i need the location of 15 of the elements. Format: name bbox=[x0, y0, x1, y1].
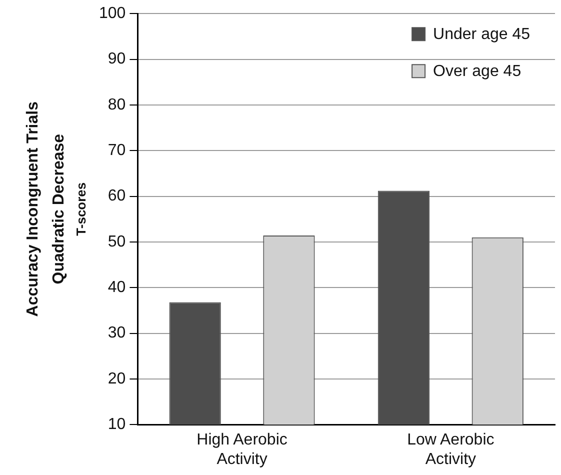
y-tick-label: 100 bbox=[98, 5, 126, 22]
y-tick-label: 90 bbox=[108, 50, 126, 68]
y-tick-label: 50 bbox=[108, 233, 126, 250]
y-tick-label: 70 bbox=[108, 142, 126, 160]
y-tick-label: 10 bbox=[108, 416, 126, 434]
y-tick-label: 40 bbox=[108, 279, 126, 296]
y-axis-title: Accuracy Incongruent Trials Quadratic Decrease T-scores bbox=[24, 101, 89, 317]
y-tick-label: 60 bbox=[108, 188, 126, 205]
y-tick-label: 30 bbox=[108, 324, 126, 342]
y-tick-label: 20 bbox=[108, 370, 126, 388]
x-tick-label: Low Aerobic Activity bbox=[407, 432, 494, 468]
x-tick-label: High Aerobic Activity bbox=[196, 432, 288, 468]
y-tick-label: 80 bbox=[108, 96, 126, 114]
legend-label: Over age 45 bbox=[433, 63, 522, 80]
legend-label: Under age 45 bbox=[433, 26, 530, 44]
